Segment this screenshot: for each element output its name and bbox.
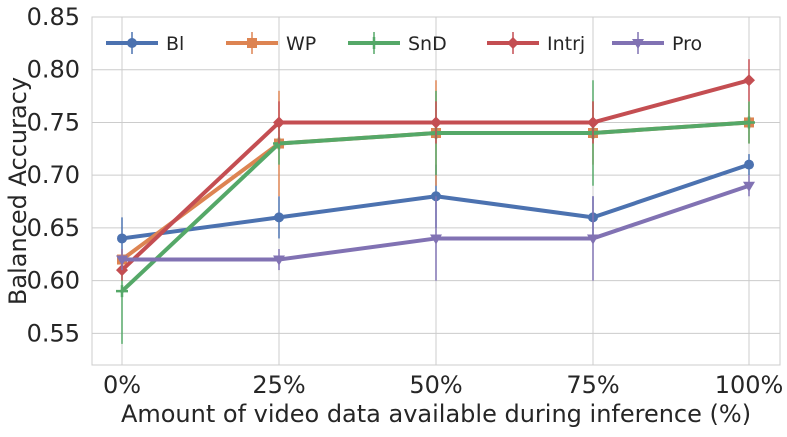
x-tick-label: 0% [103, 371, 141, 399]
data-point [116, 285, 128, 298]
legend-swatch-marker [247, 38, 257, 48]
tick-labels: 0.55 0.60 0.65 0.70 0.75 0.80 0.85 0% 25% 50% 75% 1… [27, 3, 784, 399]
legend-item-pro: Pro [612, 32, 702, 55]
legend-swatch-marker [632, 39, 644, 49]
series-layer [116, 59, 755, 344]
legend-label: SnD [408, 33, 447, 55]
x-tick-label: 25% [252, 371, 305, 399]
legend-item-snd: SnD [348, 32, 447, 55]
data-point [744, 159, 754, 170]
y-tick-label: 0.65 [27, 214, 80, 242]
y-tick-label: 0.85 [27, 3, 80, 31]
data-point [274, 212, 284, 223]
data-point [430, 116, 442, 129]
y-tick-label: 0.70 [27, 161, 80, 189]
series-pro [116, 175, 755, 281]
data-point [273, 116, 285, 129]
data-point [587, 234, 599, 245]
x-tick-label: 50% [409, 371, 462, 399]
data-point [273, 255, 285, 266]
legend: Bl WP SnD Intrj Pro [106, 32, 702, 55]
legend-label: WP [286, 33, 316, 55]
y-tick-label: 0.60 [27, 267, 80, 295]
y-axis-title: Balanced Accuracy [4, 77, 32, 305]
x-axis-title: Amount of video data available during in… [121, 400, 751, 428]
data-point [743, 74, 755, 87]
y-tick-label: 0.80 [27, 56, 80, 84]
data-point [743, 116, 755, 129]
legend-item-bl: Bl [106, 32, 184, 55]
x-tick-label: 100% [715, 371, 784, 399]
legend-item-wp: WP [226, 32, 316, 55]
data-point [117, 233, 127, 244]
legend-label: Pro [672, 33, 702, 55]
y-tick-label: 0.75 [27, 108, 80, 136]
legend-label: Bl [166, 33, 184, 55]
data-point [743, 181, 755, 192]
legend-swatch-marker [507, 37, 519, 49]
legend-item-intrj: Intrj [487, 32, 585, 55]
legend-swatch-marker [127, 38, 137, 48]
x-tick-label: 75% [566, 371, 619, 399]
legend-swatch-marker [368, 37, 380, 49]
legend-label: Intrj [547, 33, 585, 55]
data-point [587, 116, 599, 129]
data-point [430, 234, 442, 245]
y-tick-label: 0.55 [27, 319, 80, 347]
data-point [116, 255, 128, 266]
